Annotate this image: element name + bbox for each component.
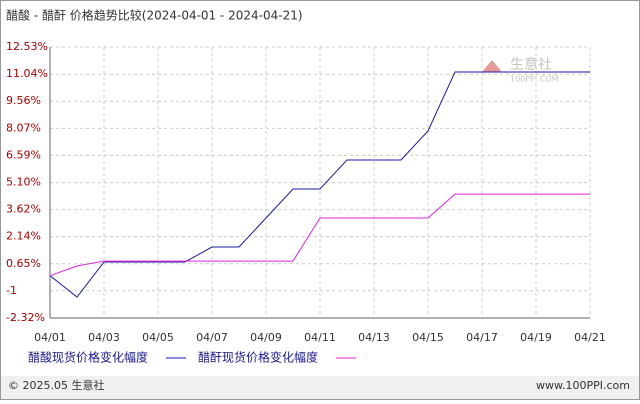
x-tick-label: 04/05	[142, 331, 174, 344]
x-tick-label: 04/11	[304, 331, 336, 344]
watermark: 生意社 100PPI.COM	[482, 56, 559, 84]
x-tick-label: 04/21	[574, 331, 606, 344]
y-tick-label: 11.04%	[6, 67, 48, 80]
legend-label: 醋酐现货价格变化幅度	[198, 350, 318, 365]
chart-title: 醋酸 - 醋酐 价格趋势比较(2024-04-01 - 2024-04-21)	[6, 8, 303, 23]
y-tick-label: -1	[6, 284, 17, 297]
y-tick-label: 2.14%	[6, 230, 41, 243]
x-tick-label: 04/19	[520, 331, 552, 344]
x-tick-label: 04/15	[412, 331, 444, 344]
watermark-logo	[482, 60, 502, 72]
legend-label: 醋酸现货价格变化幅度	[28, 350, 148, 365]
x-tick-label: 04/17	[466, 331, 498, 344]
y-tick-label: 9.56%	[6, 94, 41, 107]
footer-site: www.100PPI.com	[536, 379, 630, 392]
y-tick-label: 3.62%	[6, 203, 41, 216]
series-line	[49, 71, 590, 298]
watermark-name: 生意社	[510, 56, 552, 73]
x-tick-label: 04/09	[250, 331, 282, 344]
y-tick-label: 5.10%	[6, 176, 41, 189]
footer-copyright: © 2025.05 生意社	[8, 378, 104, 392]
x-tick-label: 04/07	[196, 331, 228, 344]
x-tick-label: 04/03	[88, 331, 120, 344]
x-tick-label: 04/13	[358, 331, 390, 344]
x-tick-label: 04/01	[34, 331, 66, 344]
y-tick-label: 12.53%	[6, 40, 48, 53]
y-tick-label: 8.07%	[6, 121, 41, 134]
y-tick-label: 0.65%	[6, 257, 41, 270]
y-tick-label: 6.59%	[6, 148, 41, 161]
footer-band	[1, 376, 639, 399]
series-line	[49, 193, 590, 277]
watermark-site: 100PPI.COM	[510, 75, 559, 84]
y-tick-label: -2.32%	[6, 311, 45, 324]
